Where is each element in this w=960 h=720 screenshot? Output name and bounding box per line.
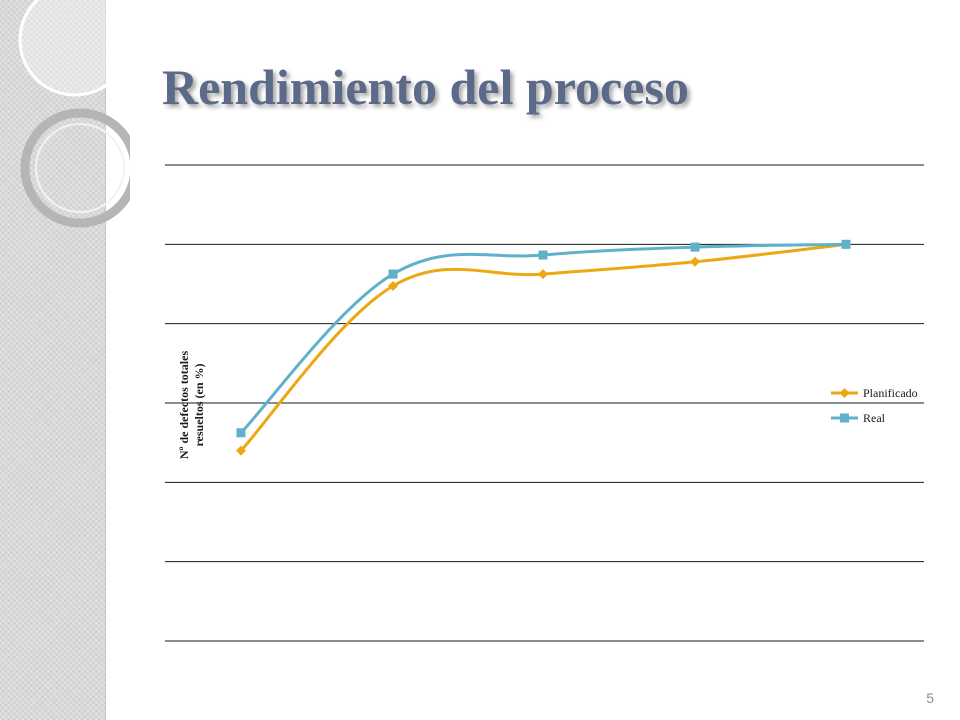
decorative-circles xyxy=(18,0,130,228)
data-point xyxy=(236,445,246,456)
data-point xyxy=(538,250,548,260)
series-line xyxy=(239,242,847,452)
data-point xyxy=(841,239,851,249)
slide-title: Rendimiento del proceso xyxy=(162,59,689,115)
y-axis-label: Nº de defectos totalesresueltos (en %) xyxy=(177,351,206,460)
data-point xyxy=(538,269,548,280)
legend-marker xyxy=(839,388,850,398)
y-axis-label-line: resueltos (en %) xyxy=(192,363,206,446)
legend-label: Planificado xyxy=(863,386,918,400)
series-real xyxy=(236,239,851,438)
chart-gridlines xyxy=(165,164,924,642)
decorative-circle-large xyxy=(18,0,130,97)
data-point xyxy=(236,428,246,438)
page-number: 5 xyxy=(926,690,934,706)
chart-legend: Planificado Real xyxy=(831,386,918,425)
decorative-ring-outer xyxy=(20,108,130,228)
legend-label: Real xyxy=(863,411,886,425)
y-axis-label-line: Nº de defectos totales xyxy=(177,351,191,460)
data-point xyxy=(690,242,700,252)
chart-series xyxy=(236,239,851,456)
decorative-ring-inner xyxy=(35,123,125,213)
legend-marker xyxy=(840,413,849,423)
data-point xyxy=(690,256,700,267)
data-point xyxy=(388,280,398,291)
data-point xyxy=(388,269,398,279)
series-planificado xyxy=(236,239,851,456)
